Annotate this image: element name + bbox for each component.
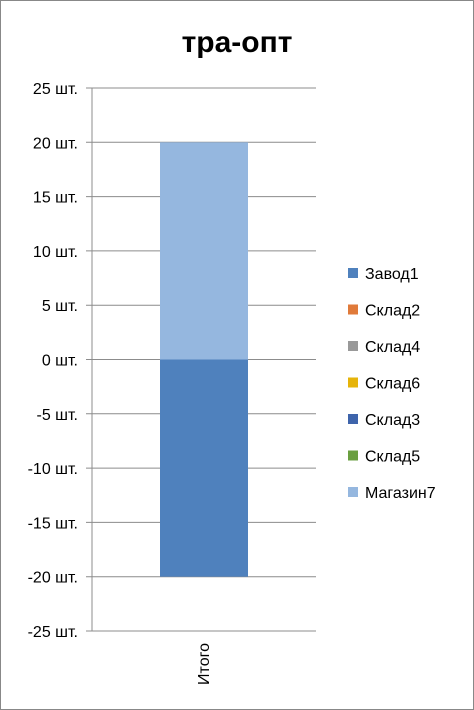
legend-label: Завод1: [365, 266, 419, 283]
y-tick-label: -20 шт.: [28, 570, 78, 587]
y-tick-label: -5 шт.: [36, 407, 78, 424]
y-tick-label: 25 шт.: [33, 81, 78, 98]
legend-swatch: [348, 414, 358, 424]
x-axis-ticks: Итого: [196, 643, 213, 685]
bars: [160, 142, 248, 577]
y-tick-label: 10 шт.: [33, 244, 78, 261]
legend-label: Склад4: [365, 339, 420, 356]
legend-swatch: [348, 450, 358, 461]
y-tick-label: -15 шт.: [28, 515, 78, 532]
y-tick-label: 5 шт.: [42, 298, 78, 315]
legend-swatch: [348, 304, 358, 315]
legend-label: Склад3: [365, 412, 420, 429]
legend-swatch: [348, 487, 358, 497]
y-axis-ticks: -25 шт. -20 шт. -15 шт. -10 шт. -5 шт. 0 шт. 5…: [28, 81, 78, 641]
legend-swatch: [348, 377, 358, 388]
legend-label: Магазин7: [365, 485, 436, 502]
y-tick-label: 0 шт.: [42, 353, 78, 370]
legend-label: Склад2: [365, 303, 420, 320]
legend: Завод1 Склад2 Склад4 Склад6 Склад3 Склад5 Мага…: [348, 266, 436, 502]
bar-segment: [160, 359, 248, 577]
y-tick-label: 20 шт.: [33, 135, 78, 152]
bar-segment: [160, 142, 248, 360]
legend-label: Склад6: [365, 376, 420, 393]
x-tick-label: Итого: [196, 643, 213, 685]
y-tick-label: -10 шт.: [28, 461, 78, 478]
chart-title: тра-опт: [182, 26, 293, 59]
y-tick-label: -25 шт.: [28, 624, 78, 641]
legend-swatch: [348, 268, 358, 278]
legend-swatch: [348, 341, 358, 351]
y-tick-label: 15 шт.: [33, 190, 78, 207]
legend-label: Склад5: [365, 449, 420, 466]
